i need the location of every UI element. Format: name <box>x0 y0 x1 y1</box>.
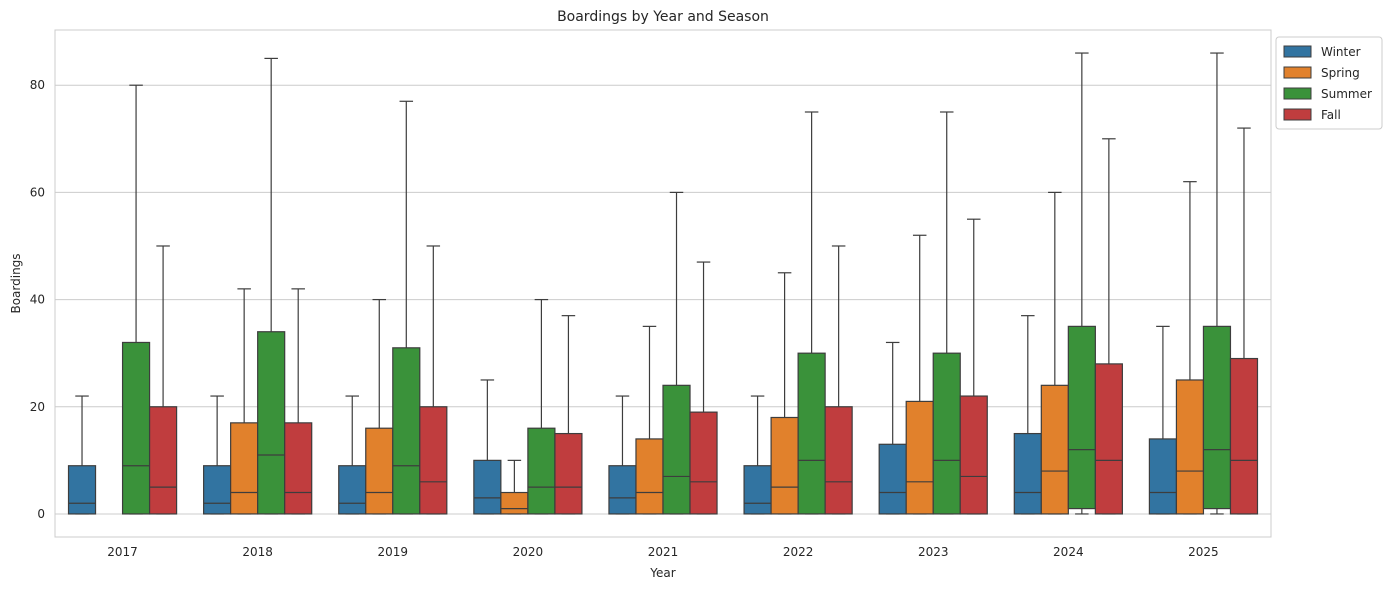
iqr-box <box>1175 379 1205 515</box>
iqr-box <box>959 395 988 515</box>
box-summer-2022 <box>797 111 826 515</box>
box-winter-2024 <box>1013 315 1042 515</box>
iqr-box <box>365 427 394 515</box>
box-summer-2017 <box>121 84 151 515</box>
x-axis-label: Year <box>649 566 675 580</box>
chart-title: Boardings by Year and Season <box>557 9 769 25</box>
iqr-box <box>689 411 718 515</box>
iqr-box <box>743 465 772 515</box>
x-tick-label: 2021 <box>648 545 679 559</box>
box-spring-2018 <box>230 288 259 515</box>
iqr-box <box>1202 325 1232 510</box>
legend-swatch-summer <box>1283 87 1312 100</box>
legend-frame <box>1275 36 1383 130</box>
box-fall-2020 <box>554 315 583 515</box>
box-summer-2023 <box>932 111 961 515</box>
y-tick-label: 0 <box>37 507 45 521</box>
box-winter-2021 <box>608 395 637 515</box>
iqr-box <box>635 438 664 515</box>
iqr-box <box>121 341 151 515</box>
box-spring-2022 <box>770 272 799 515</box>
box-spring-2024 <box>1040 191 1069 515</box>
legend: Winter Spring Summer Fall <box>1275 36 1383 130</box>
iqr-box <box>608 465 637 515</box>
iqr-box <box>473 459 502 515</box>
box-winter-2023 <box>878 341 907 515</box>
iqr-box <box>662 384 691 515</box>
box-spring-2023 <box>905 234 934 515</box>
iqr-box <box>230 422 259 515</box>
box-summer-2025 <box>1202 52 1232 515</box>
iqr-box <box>338 465 367 515</box>
iqr-box <box>1229 357 1259 515</box>
legend-label-spring: Spring <box>1321 66 1360 80</box>
box-layer <box>67 52 1259 515</box>
iqr-box <box>878 443 907 515</box>
iqr-box <box>1148 438 1178 515</box>
x-axis-ticks: 2017 2018 2019 2020 2021 2022 2023 2024 2025 <box>107 545 1218 559</box>
box-winter-2018 <box>203 395 232 515</box>
iqr-box <box>67 465 97 515</box>
box-fall-2021 <box>689 261 718 515</box>
box-summer-2020 <box>527 298 556 515</box>
iqr-box <box>203 465 232 515</box>
iqr-box <box>527 427 556 515</box>
iqr-box <box>554 432 583 515</box>
iqr-box <box>1013 432 1042 515</box>
x-tick-label: 2019 <box>378 545 409 559</box>
y-axis-ticks: 0 20 40 60 80 <box>30 78 45 521</box>
legend-swatch-fall <box>1283 108 1312 121</box>
box-winter-2017 <box>67 395 97 515</box>
box-summer-2021 <box>662 191 691 515</box>
iqr-box <box>392 347 421 515</box>
box-fall-2018 <box>284 288 313 515</box>
legend-label-summer: Summer <box>1321 87 1372 101</box>
iqr-box <box>500 491 529 515</box>
iqr-box <box>148 406 178 515</box>
iqr-box <box>932 352 961 515</box>
y-tick-label: 80 <box>30 78 45 92</box>
iqr-box <box>905 400 934 515</box>
x-tick-label: 2020 <box>513 545 544 559</box>
y-tick-label: 60 <box>30 185 45 199</box>
x-tick-label: 2025 <box>1188 545 1219 559</box>
iqr-box <box>1094 363 1123 515</box>
box-fall-2024 <box>1094 138 1123 515</box>
box-fall-2017 <box>148 245 178 515</box>
box-fall-2022 <box>824 245 853 515</box>
iqr-box <box>1040 384 1069 515</box>
box-spring-2019 <box>365 298 394 515</box>
box-winter-2020 <box>473 379 502 515</box>
box-fall-2019 <box>419 245 448 515</box>
iqr-box <box>797 352 826 515</box>
iqr-box <box>419 406 448 515</box>
legend-swatch-winter <box>1283 45 1312 58</box>
x-tick-label: 2022 <box>783 545 814 559</box>
y-tick-label: 20 <box>30 400 45 414</box>
iqr-box <box>257 331 286 515</box>
legend-label-fall: Fall <box>1321 108 1341 122</box>
x-tick-label: 2024 <box>1053 545 1084 559</box>
legend-swatch-spring <box>1283 66 1312 79</box>
x-tick-label: 2018 <box>242 545 273 559</box>
legend-label-winter: Winter <box>1321 45 1361 59</box>
box-winter-2025 <box>1148 325 1178 515</box>
box-winter-2019 <box>338 395 367 515</box>
box-fall-2025 <box>1229 127 1259 515</box>
x-tick-label: 2017 <box>107 545 138 559</box>
y-tick-label: 40 <box>30 293 45 307</box>
plot-area-frame <box>54 29 1272 538</box>
iqr-box <box>284 422 313 515</box>
y-axis-label: Boardings <box>9 253 23 313</box>
iqr-box <box>770 416 799 515</box>
box-spring-2021 <box>635 325 664 515</box>
iqr-box <box>1067 325 1096 510</box>
iqr-box <box>824 406 853 515</box>
x-tick-label: 2023 <box>918 545 949 559</box>
box-fall-2023 <box>959 218 988 515</box>
